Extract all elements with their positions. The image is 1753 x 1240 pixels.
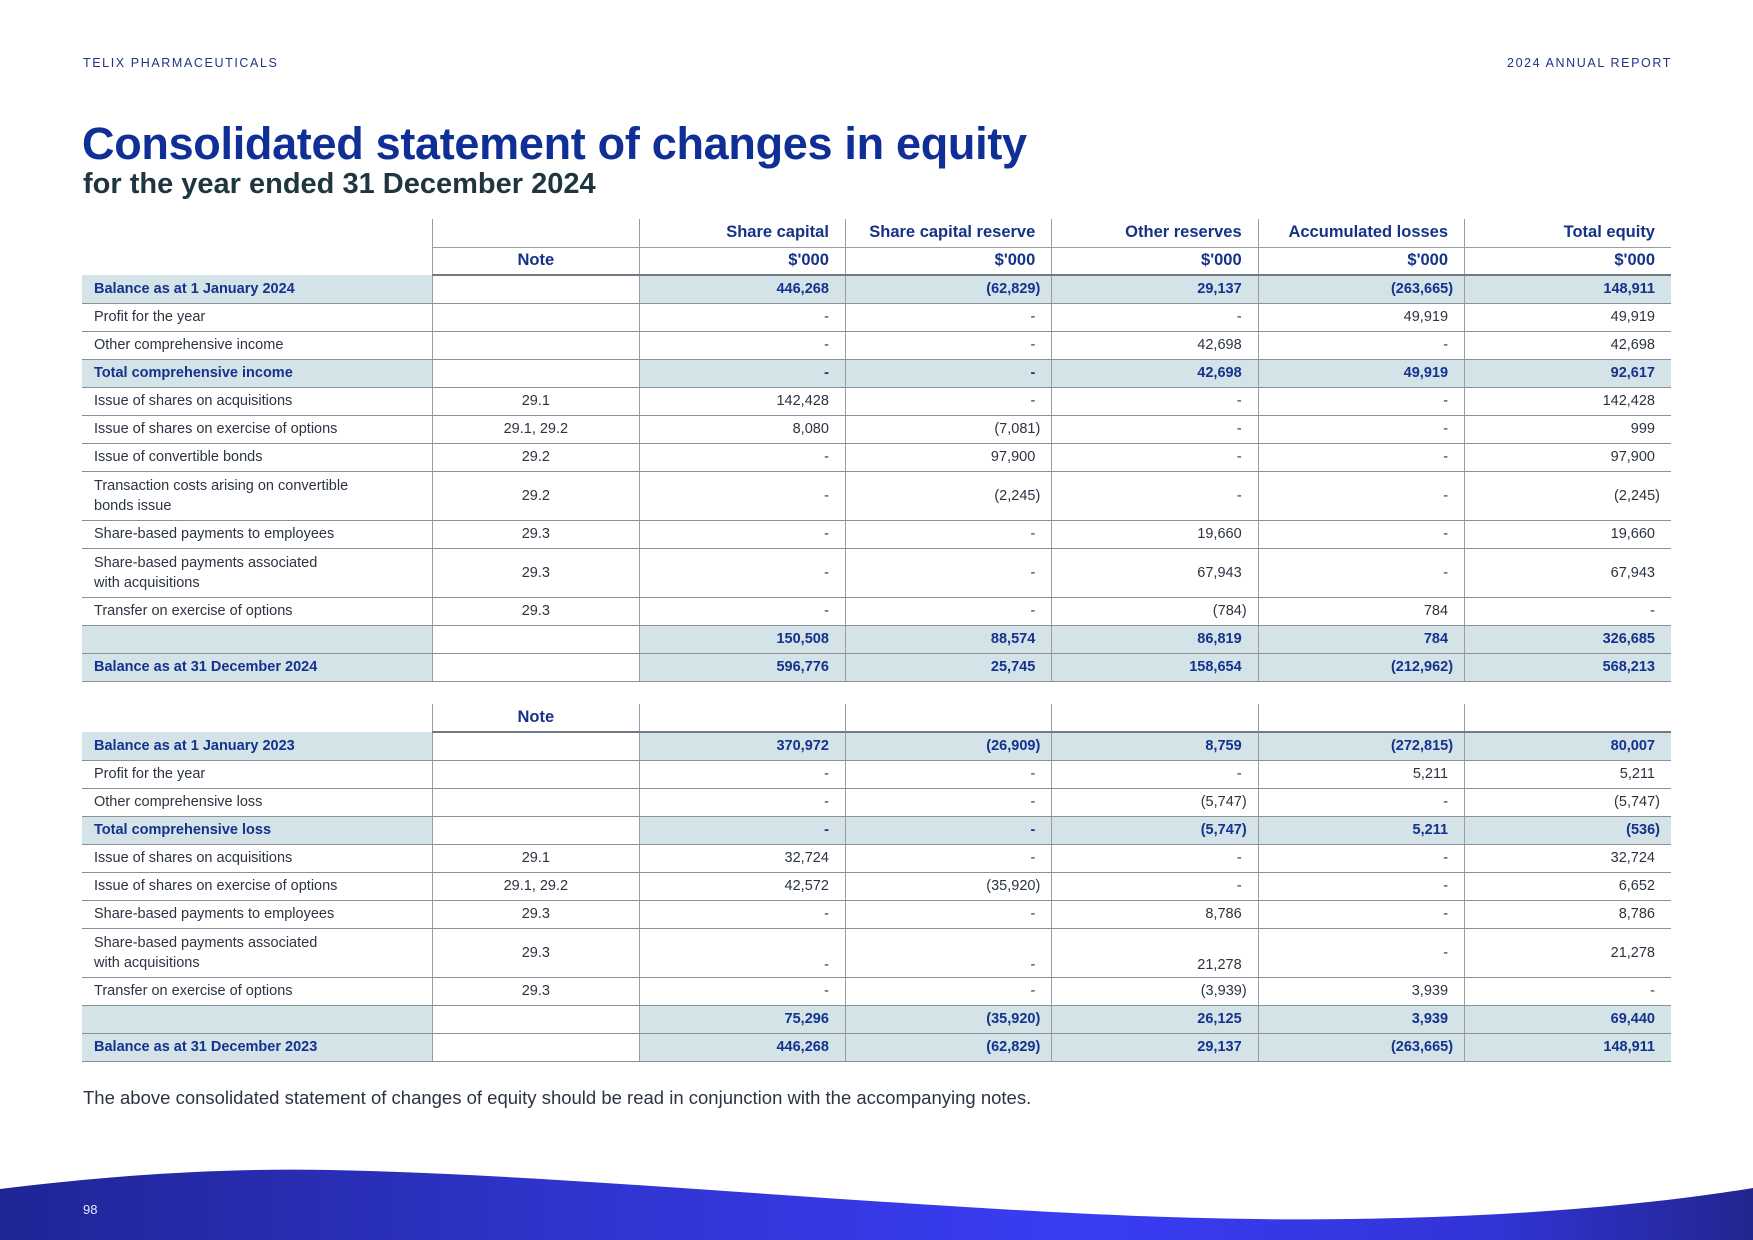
table-row-closing-balance-2024: Balance as at 31 December 2024 596,776 2…	[82, 653, 1671, 682]
unit-label: $'000	[844, 247, 1052, 276]
table-row: Transfer on exercise of options 29.3 - -…	[82, 977, 1671, 1006]
table-row: Share-based payments to employees 29.3 -…	[82, 520, 1671, 549]
equity-table-2023: Note Balance as at 1 January 2023 370,97…	[82, 704, 1671, 1062]
col-share-capital: Share capital	[638, 219, 846, 248]
table-row: Issue of shares on exercise of options 2…	[82, 415, 1671, 444]
table-row: Profit for the year - - - 5,211 5,211	[82, 760, 1671, 789]
table-row-subtotal-2023: 75,296 (35,920) 26,125 3,939 69,440	[82, 1005, 1671, 1034]
unit-label: $'000	[1051, 247, 1259, 276]
col-note: Note	[432, 704, 640, 733]
table-row: Issue of shares on acquisitions 29.1 32,…	[82, 844, 1671, 873]
table-row: Share-based payments to employees 29.3 -…	[82, 900, 1671, 929]
table-row-opening-balance-2023: Balance as at 1 January 2023 370,972 (26…	[82, 732, 1671, 761]
table-row: Transaction costs arising on convertible…	[82, 471, 1671, 521]
table-row: Profit for the year - - - 49,919 49,919	[82, 303, 1671, 332]
page-title: Consolidated statement of changes in equ…	[82, 118, 1027, 169]
table-row: Issue of shares on exercise of options 2…	[82, 872, 1671, 901]
table-row-total-comprehensive-income: Total comprehensive income - - 42,698 49…	[82, 359, 1671, 388]
table-row: Share-based payments associated with acq…	[82, 928, 1671, 978]
table-row: Other comprehensive loss - - (5,747) - (…	[82, 788, 1671, 817]
col-accumulated-losses: Accumulated losses	[1257, 219, 1465, 248]
col-note: Note	[432, 247, 640, 276]
equity-table-2024: Share capital Share capital reserve Othe…	[82, 219, 1671, 682]
table-row: Other comprehensive income - - 42,698 - …	[82, 331, 1671, 360]
column-header-row: Note	[82, 704, 1671, 733]
col-share-capital-reserve: Share capital reserve	[844, 219, 1052, 248]
unit-label: $'000	[638, 247, 846, 276]
unit-label: $'000	[1257, 247, 1465, 276]
unit-header-row: Note $'000 $'000 $'000 $'000 $'000	[82, 247, 1671, 276]
unit-label: $'000	[1464, 247, 1671, 276]
table-row-opening-balance-2024: Balance as at 1 January 2024 446,268 (62…	[82, 275, 1671, 304]
table-row: Issue of convertible bonds 29.2 - 97,900…	[82, 443, 1671, 472]
table-row: Issue of shares on acquisitions 29.1 142…	[82, 387, 1671, 416]
table-row: Transfer on exercise of options 29.3 - -…	[82, 597, 1671, 626]
footer-wave-decoration	[0, 1169, 1753, 1240]
page-subtitle: for the year ended 31 December 2024	[83, 168, 596, 200]
report-name: 2024 ANNUAL REPORT	[1507, 56, 1672, 70]
table-row-closing-balance-2023: Balance as at 31 December 2023 446,268 (…	[82, 1033, 1671, 1062]
column-header-row: Share capital Share capital reserve Othe…	[82, 219, 1671, 248]
table-row: Share-based payments associated with acq…	[82, 548, 1671, 598]
footnote: The above consolidated statement of chan…	[83, 1087, 1032, 1108]
page-number: 98	[83, 1202, 98, 1217]
col-other-reserves: Other reserves	[1051, 219, 1259, 248]
table-row-subtotal-2024: 150,508 88,574 86,819 784 326,685	[82, 625, 1671, 654]
col-total-equity: Total equity	[1464, 219, 1671, 248]
company-name: TELIX PHARMACEUTICALS	[83, 56, 279, 70]
table-row-total-comprehensive-loss: Total comprehensive loss - - (5,747) 5,2…	[82, 816, 1671, 845]
